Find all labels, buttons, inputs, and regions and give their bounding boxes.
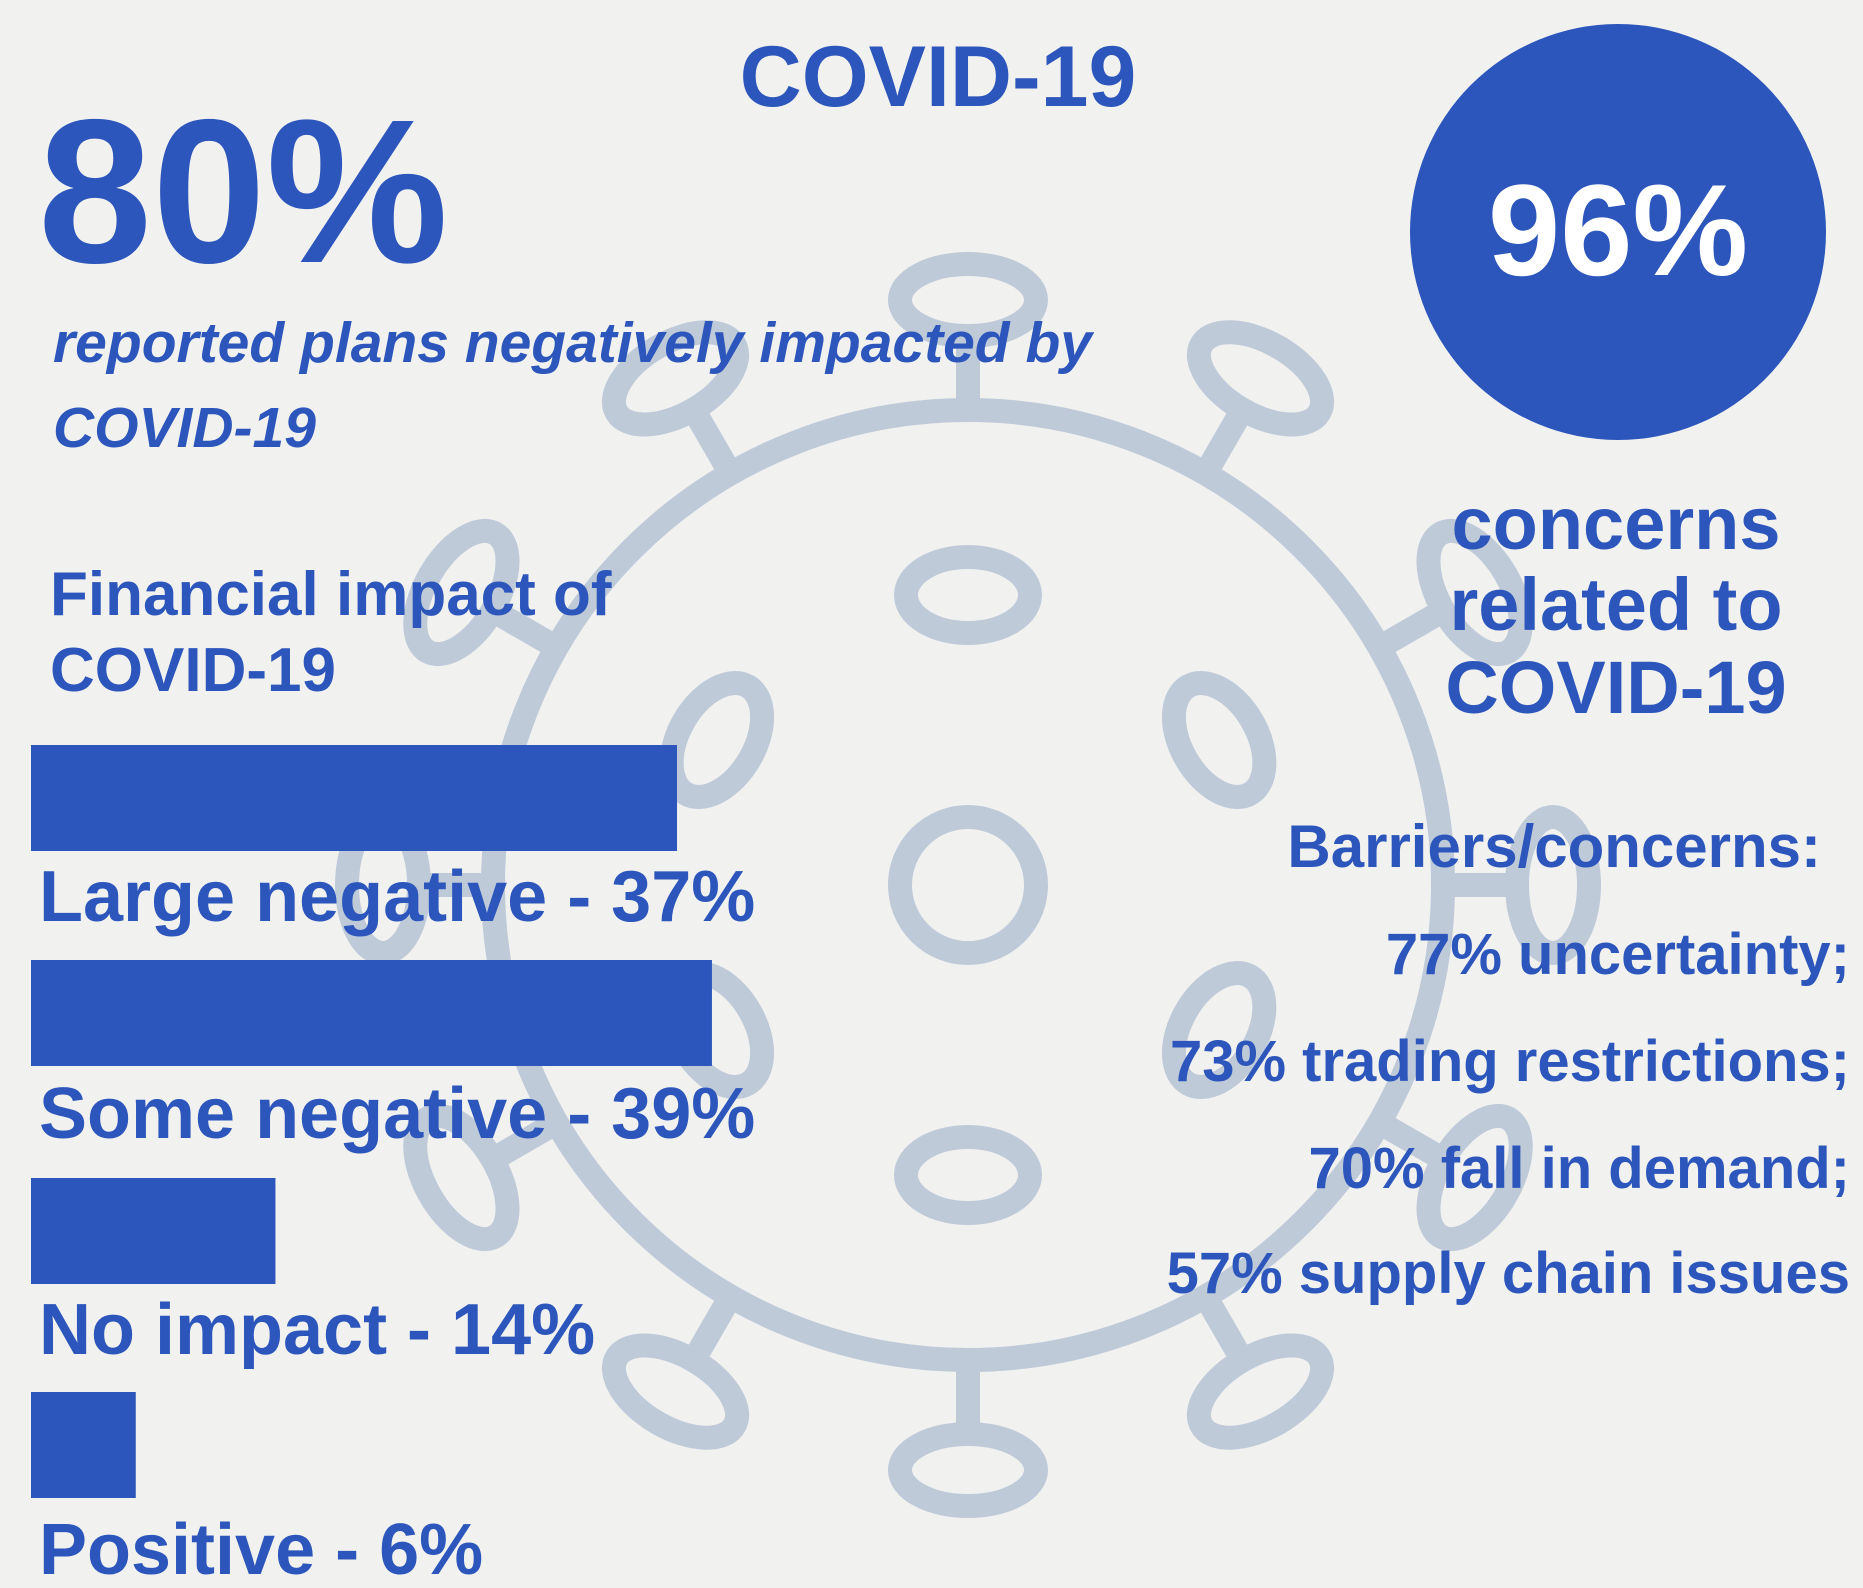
virus-tip bbox=[601, 1333, 750, 1450]
virus-spike bbox=[685, 1290, 741, 1363]
chart-title: Financial impact of bbox=[50, 560, 612, 629]
virus-tip bbox=[403, 1103, 520, 1252]
circle-value: 96% bbox=[1488, 157, 1748, 303]
virus-spike bbox=[1195, 1290, 1251, 1363]
virus-spike bbox=[1195, 407, 1251, 480]
chart-title: COVID-19 bbox=[50, 636, 336, 705]
barrier-item: 77% uncertainty; bbox=[1386, 922, 1850, 987]
virus-tip bbox=[403, 518, 520, 667]
bar-label: No impact - 14% bbox=[39, 1290, 595, 1370]
virus-spike bbox=[490, 602, 563, 658]
headline-text: COVID-19 bbox=[53, 396, 316, 460]
virus-cell bbox=[1161, 961, 1277, 1099]
barrier-item: 57% supply chain issues bbox=[1167, 1241, 1850, 1306]
virus-tip bbox=[1416, 518, 1533, 667]
virus-tip bbox=[1416, 1103, 1533, 1252]
virus-cell bbox=[1161, 671, 1277, 809]
virus-spike bbox=[1373, 602, 1446, 658]
barrier-item: 73% trading restrictions; bbox=[1170, 1029, 1850, 1094]
virus-cell bbox=[894, 545, 1042, 645]
virus-tip bbox=[1186, 1333, 1335, 1450]
virus-illustration bbox=[335, 252, 1601, 1518]
virus-tip bbox=[1505, 805, 1601, 965]
barrier-item: 70% fall in demand; bbox=[1309, 1136, 1850, 1201]
bar-label: Large negative - 37% bbox=[39, 857, 755, 937]
bar-label: Positive - 6% bbox=[39, 1510, 483, 1588]
page-title: COVID-19 bbox=[740, 29, 1137, 125]
bar bbox=[31, 960, 712, 1066]
virus-tip bbox=[601, 320, 750, 437]
virus-cell bbox=[659, 671, 775, 809]
virus-spike bbox=[490, 1112, 563, 1168]
virus-cell bbox=[894, 1125, 1042, 1225]
virus-tip bbox=[1186, 320, 1335, 437]
bar bbox=[31, 1392, 136, 1498]
headline-value: 80% bbox=[38, 77, 448, 306]
virus-tip bbox=[888, 252, 1048, 348]
headline-text: reported plans negatively impacted by bbox=[53, 311, 1095, 375]
virus-core bbox=[888, 805, 1048, 965]
virus-spike bbox=[1373, 1112, 1446, 1168]
virus-spike bbox=[685, 407, 741, 480]
circle-text: related to bbox=[1449, 563, 1782, 646]
barriers-heading: Barriers/concerns: bbox=[1287, 813, 1821, 880]
virus-tip bbox=[888, 1422, 1048, 1518]
circle-text: COVID-19 bbox=[1445, 646, 1786, 729]
bar-label: Some negative - 39% bbox=[39, 1074, 755, 1154]
bar bbox=[31, 745, 678, 851]
bar bbox=[31, 1178, 276, 1284]
stat-circle bbox=[1410, 24, 1826, 440]
circle-text: concerns bbox=[1451, 482, 1780, 565]
